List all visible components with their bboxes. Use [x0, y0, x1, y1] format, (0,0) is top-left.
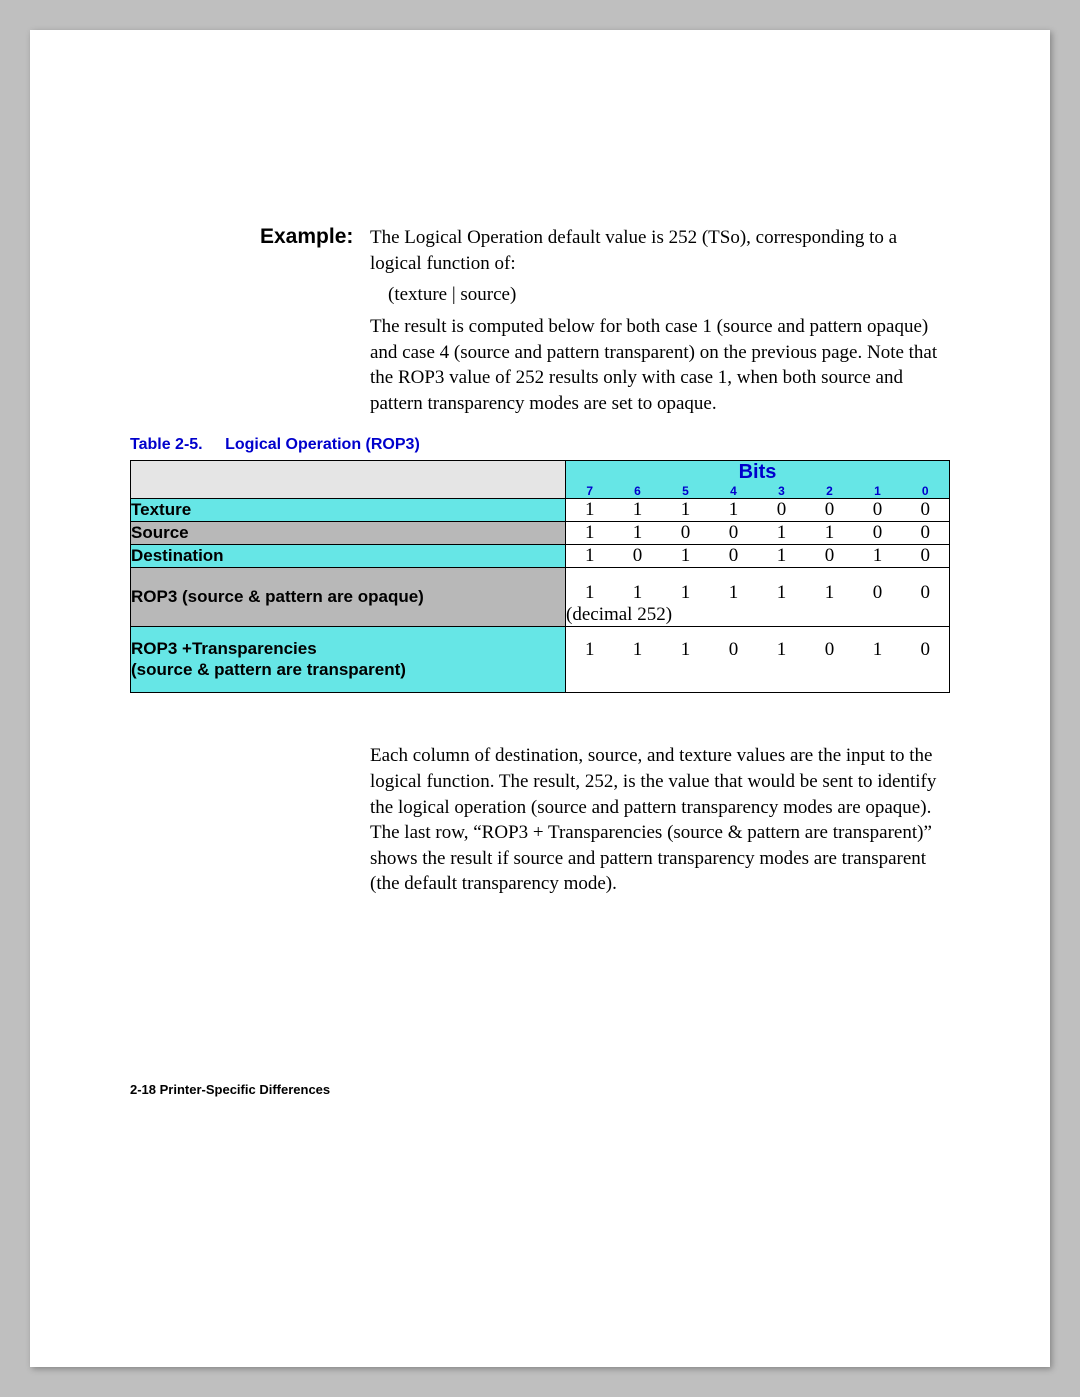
source-b6: 1	[614, 522, 662, 545]
texture-b2: 0	[806, 499, 854, 522]
rop3o-b2: 1	[806, 568, 854, 605]
example-label: Example:	[260, 225, 370, 276]
rop3t-b1: 1	[854, 627, 902, 693]
rop3-trans-label-l2: (source & pattern are transparent)	[131, 660, 406, 679]
bit-num-0: 0	[902, 484, 950, 499]
rop3-trans-label-l1: ROP3 +Transparencies	[131, 639, 317, 658]
example-block: Example: The Logical Operation default v…	[260, 225, 950, 276]
rop3t-b2: 0	[806, 627, 854, 693]
texture-b3: 0	[758, 499, 806, 522]
rop3o-b1: 0	[854, 568, 902, 605]
destination-b1: 1	[854, 545, 902, 568]
source-b3: 1	[758, 522, 806, 545]
bit-num-6: 6	[614, 484, 662, 499]
rop3t-b0: 0	[902, 627, 950, 693]
destination-b3: 1	[758, 545, 806, 568]
example-para2: The result is computed below for both ca…	[370, 314, 950, 417]
rop3-opaque-label: ROP3 (source & pattern are opaque)	[131, 568, 566, 627]
rop3t-b7: 1	[566, 627, 614, 693]
table-number: Table 2-5.	[130, 436, 203, 453]
texture-b5: 1	[662, 499, 710, 522]
rop3o-b3: 1	[758, 568, 806, 605]
rop3t-b3: 1	[758, 627, 806, 693]
rop3o-b6: 1	[614, 568, 662, 605]
texture-b1: 0	[854, 499, 902, 522]
source-b2: 1	[806, 522, 854, 545]
destination-b2: 0	[806, 545, 854, 568]
table-title: Logical Operation (ROP3)	[225, 436, 420, 453]
destination-b6: 0	[614, 545, 662, 568]
rop3o-b7: 1	[566, 568, 614, 605]
texture-b4: 1	[710, 499, 758, 522]
table-caption: Table 2-5. Logical Operation (ROP3)	[130, 436, 950, 454]
rop3o-b4: 1	[710, 568, 758, 605]
header-blank	[131, 461, 566, 499]
texture-b7: 1	[566, 499, 614, 522]
rop3-trans-row: ROP3 +Transparencies (source & pattern a…	[131, 627, 950, 693]
source-label: Source	[131, 522, 566, 545]
bit-num-7: 7	[566, 484, 614, 499]
rop3o-b0: 0	[902, 568, 950, 605]
bit-num-3: 3	[758, 484, 806, 499]
rop3-trans-label: ROP3 +Transparencies (source & pattern a…	[131, 627, 566, 693]
page: Example: The Logical Operation default v…	[30, 30, 1050, 1367]
bit-num-4: 4	[710, 484, 758, 499]
bit-num-1: 1	[854, 484, 902, 499]
destination-b4: 0	[710, 545, 758, 568]
source-b1: 0	[854, 522, 902, 545]
texture-b6: 1	[614, 499, 662, 522]
destination-b5: 1	[662, 545, 710, 568]
rop3t-b4: 0	[710, 627, 758, 693]
decimal-note: (decimal 252)	[566, 604, 950, 627]
texture-b0: 0	[902, 499, 950, 522]
example-para1: The Logical Operation default value is 2…	[370, 225, 950, 276]
rop3o-b5: 1	[662, 568, 710, 605]
texture-row: Texture 1 1 1 1 0 0 0 0	[131, 499, 950, 522]
destination-row: Destination 1 0 1 0 1 0 1 0	[131, 545, 950, 568]
source-b7: 1	[566, 522, 614, 545]
header-row-1: Bits	[131, 461, 950, 485]
source-b5: 0	[662, 522, 710, 545]
destination-b0: 0	[902, 545, 950, 568]
texture-label: Texture	[131, 499, 566, 522]
bit-num-2: 2	[806, 484, 854, 499]
rop3t-b5: 1	[662, 627, 710, 693]
bits-header: Bits	[566, 461, 950, 485]
source-b0: 0	[902, 522, 950, 545]
page-footer: 2-18 Printer-Specific Differences	[130, 1082, 330, 1097]
destination-label: Destination	[131, 545, 566, 568]
source-row: Source 1 1 0 0 1 1 0 0	[131, 522, 950, 545]
source-b4: 0	[710, 522, 758, 545]
destination-b7: 1	[566, 545, 614, 568]
rop3t-b6: 1	[614, 627, 662, 693]
example-code: (texture | source)	[370, 282, 950, 308]
bit-num-5: 5	[662, 484, 710, 499]
rop-table: Bits 7 6 5 4 3 2 1 0 Texture 1 1 1 1 0 0…	[130, 460, 950, 693]
rop3-opaque-row: ROP3 (source & pattern are opaque) 1 1 1…	[131, 568, 950, 605]
after-paragraph: Each column of destination, source, and …	[370, 743, 950, 897]
